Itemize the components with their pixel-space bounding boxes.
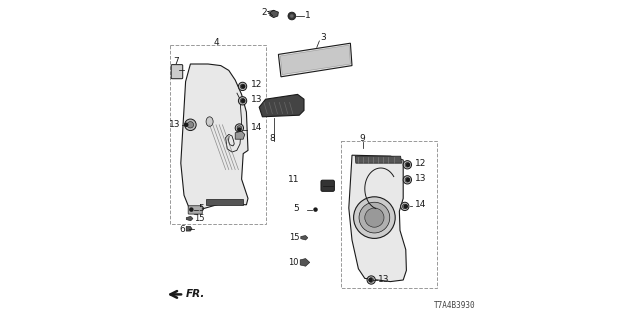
Circle shape bbox=[406, 178, 410, 182]
Circle shape bbox=[184, 123, 189, 127]
Polygon shape bbox=[300, 259, 310, 266]
Text: 11: 11 bbox=[289, 175, 300, 184]
Polygon shape bbox=[236, 131, 245, 139]
Circle shape bbox=[365, 208, 384, 227]
Text: 6: 6 bbox=[179, 225, 185, 234]
Circle shape bbox=[237, 126, 242, 130]
Circle shape bbox=[189, 207, 194, 212]
Circle shape bbox=[237, 127, 242, 132]
Polygon shape bbox=[181, 64, 248, 214]
Circle shape bbox=[367, 276, 376, 284]
Circle shape bbox=[369, 278, 374, 282]
Text: 13: 13 bbox=[251, 95, 262, 104]
Circle shape bbox=[368, 278, 372, 282]
Bar bbox=[206, 199, 243, 205]
Text: 13: 13 bbox=[378, 275, 389, 284]
Polygon shape bbox=[280, 45, 351, 75]
Ellipse shape bbox=[206, 117, 213, 126]
Polygon shape bbox=[278, 43, 352, 77]
Circle shape bbox=[288, 12, 296, 20]
Circle shape bbox=[240, 84, 245, 89]
Text: 9: 9 bbox=[360, 134, 365, 143]
Circle shape bbox=[403, 161, 412, 169]
Text: 8: 8 bbox=[270, 134, 275, 143]
Polygon shape bbox=[270, 10, 278, 18]
Bar bbox=[340, 141, 436, 288]
Circle shape bbox=[403, 176, 412, 184]
Circle shape bbox=[406, 163, 410, 167]
Circle shape bbox=[188, 122, 193, 128]
Text: 10: 10 bbox=[288, 258, 298, 267]
Polygon shape bbox=[186, 216, 193, 221]
Text: 3: 3 bbox=[321, 33, 326, 42]
Circle shape bbox=[236, 124, 244, 132]
Circle shape bbox=[405, 178, 410, 182]
Text: 5: 5 bbox=[198, 204, 204, 213]
Circle shape bbox=[241, 99, 246, 103]
Text: 13: 13 bbox=[170, 120, 181, 129]
Polygon shape bbox=[349, 155, 406, 282]
Bar bbox=[170, 45, 266, 224]
FancyBboxPatch shape bbox=[172, 65, 183, 79]
Polygon shape bbox=[301, 236, 308, 240]
Circle shape bbox=[359, 202, 390, 233]
Circle shape bbox=[401, 202, 409, 211]
Text: FR.: FR. bbox=[186, 289, 205, 299]
Circle shape bbox=[353, 197, 396, 238]
Text: 5: 5 bbox=[294, 204, 300, 213]
Text: 15: 15 bbox=[289, 233, 300, 242]
Text: 15: 15 bbox=[195, 214, 205, 223]
Circle shape bbox=[290, 14, 294, 18]
Polygon shape bbox=[259, 94, 304, 117]
Circle shape bbox=[403, 204, 407, 209]
Circle shape bbox=[314, 207, 317, 212]
Text: 1: 1 bbox=[305, 12, 310, 20]
Polygon shape bbox=[355, 156, 402, 163]
Text: T7A4B3930: T7A4B3930 bbox=[433, 301, 475, 310]
FancyBboxPatch shape bbox=[188, 206, 202, 214]
Circle shape bbox=[241, 84, 246, 89]
FancyBboxPatch shape bbox=[321, 180, 334, 191]
Text: 2: 2 bbox=[261, 8, 267, 17]
Polygon shape bbox=[186, 227, 192, 231]
Text: 4: 4 bbox=[213, 38, 219, 47]
Text: 12: 12 bbox=[415, 159, 427, 168]
Text: 7: 7 bbox=[173, 57, 179, 66]
Text: 13: 13 bbox=[415, 174, 427, 183]
Circle shape bbox=[405, 163, 410, 167]
Circle shape bbox=[240, 99, 245, 103]
Text: 14: 14 bbox=[251, 124, 262, 132]
Text: 12: 12 bbox=[251, 80, 262, 89]
Text: 14: 14 bbox=[415, 200, 427, 209]
Circle shape bbox=[239, 82, 247, 91]
Circle shape bbox=[185, 119, 196, 131]
Circle shape bbox=[239, 97, 247, 105]
Circle shape bbox=[404, 204, 408, 209]
